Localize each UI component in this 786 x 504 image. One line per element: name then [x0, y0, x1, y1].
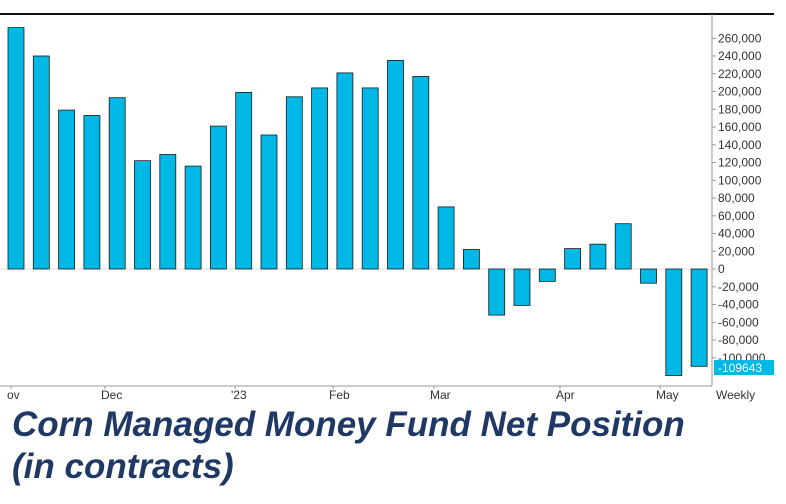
y-axis: 260,000 240,000 220,000 200,000 180,000 160,0… [712, 31, 766, 365]
y-tick-label-8: 100,000 [718, 173, 762, 187]
bar-25 [640, 268, 657, 284]
bar-14 [361, 87, 379, 270]
bar-15 [387, 60, 404, 270]
bar-6 [159, 154, 177, 270]
bar-23 [589, 243, 607, 270]
y-tick-label-10: 60,000 [718, 209, 755, 223]
y-tick-label-0: 260,000 [718, 31, 762, 45]
bar-18 [462, 249, 480, 270]
y-tick-label-4: 180,000 [718, 102, 762, 116]
y-tick-label-1: 240,000 [718, 49, 762, 63]
bar-10 [260, 134, 278, 270]
bar-4 [108, 97, 126, 270]
x-axis: ov Dec '23 Feb Mar Apr May [7, 386, 679, 402]
bars-group [7, 27, 708, 376]
bar-17 [437, 206, 455, 270]
y-tick-label-14: -20,000 [718, 280, 759, 294]
bar-26 [665, 268, 683, 376]
x-tick-label-5: Apr [556, 388, 575, 402]
bar-8 [209, 125, 227, 270]
last-value-badge [714, 360, 774, 375]
bar-2 [58, 109, 75, 270]
x-tick-label-0: ov [7, 388, 20, 402]
bar-19 [488, 268, 506, 316]
bar-21 [538, 268, 556, 282]
x-tick-label-2: '23 [231, 388, 247, 402]
x-tick-label-6: May [656, 388, 679, 402]
bar-20 [513, 268, 531, 306]
y-tick-label-16: -60,000 [718, 315, 759, 329]
x-tick-label-1: Dec [101, 388, 122, 402]
y-tick-label-12: 20,000 [718, 244, 755, 258]
bar-1 [32, 55, 50, 270]
bar-16 [412, 76, 430, 270]
y-tick-label-11: 40,000 [718, 227, 755, 241]
y-tick-label-3: 200,000 [718, 85, 762, 99]
bar-22 [564, 248, 581, 270]
y-tick-label-7: 120,000 [718, 156, 762, 170]
y-tick-label-15: -40,000 [718, 298, 759, 312]
bar-24 [614, 223, 632, 270]
y-tick-label-13: 0 [718, 262, 725, 276]
y-tick-label-6: 140,000 [718, 138, 762, 152]
y-tick-label-5: 160,000 [718, 120, 762, 134]
y-tick-label-9: 80,000 [718, 191, 755, 205]
timeframe-label: Weekly [716, 388, 755, 402]
chart-subtitle: (in contracts) [12, 447, 234, 486]
x-tick-label-4: Mar [430, 388, 451, 402]
x-tick-label-3: Feb [329, 388, 350, 402]
bar-11 [285, 96, 303, 270]
bar-7 [184, 165, 202, 270]
bar-9 [235, 92, 253, 270]
chart-title-block: Corn Managed Money Fund Net Position (in… [12, 404, 782, 488]
y-tick-label-17: -80,000 [718, 333, 759, 347]
last-value-label: -109643 [718, 361, 762, 375]
bar-12 [311, 87, 329, 270]
chart-title: Corn Managed Money Fund Net Position [12, 405, 685, 444]
bar-27 [690, 268, 708, 367]
bar-3 [83, 115, 101, 270]
bar-13 [336, 72, 354, 270]
bar-5 [134, 160, 151, 270]
bar-0 [7, 27, 25, 270]
y-tick-label-2: 220,000 [718, 67, 762, 81]
net-position-chart: 260,000 240,000 220,000 200,000 180,000 160,0… [0, 13, 774, 402]
